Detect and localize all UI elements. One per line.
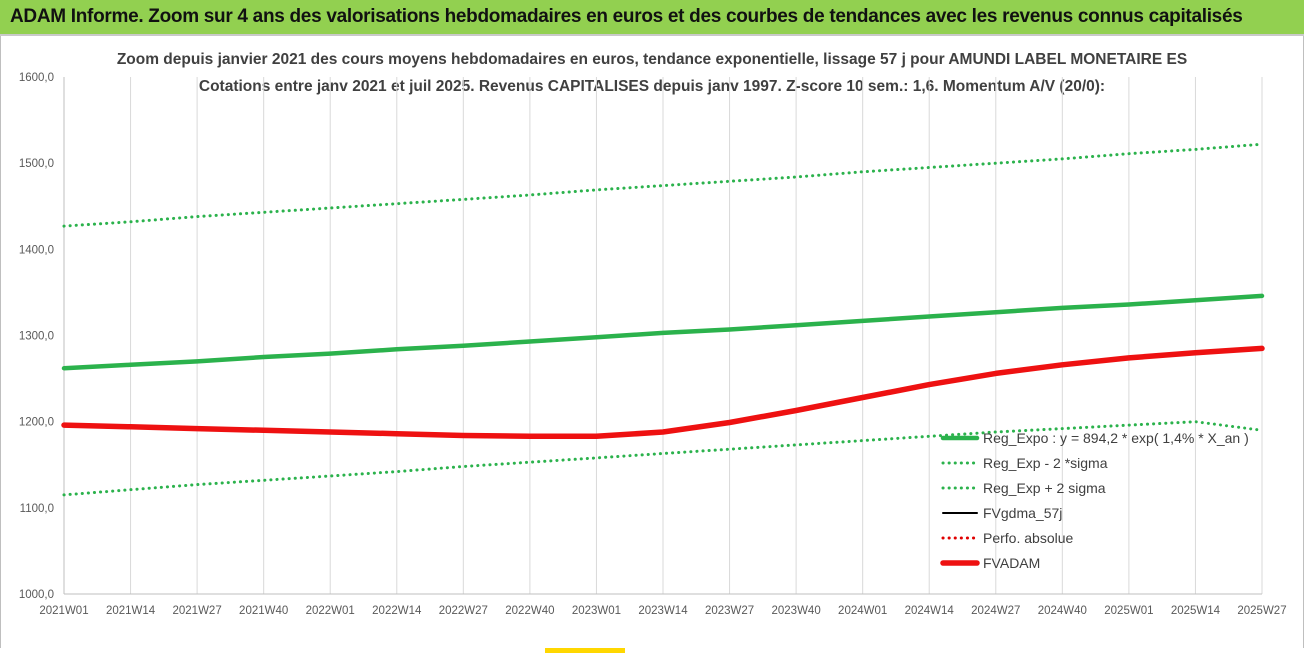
bottom-bar xyxy=(0,648,1304,653)
y-tick-label: 1300,0 xyxy=(19,331,54,343)
x-tick-label: 2022W14 xyxy=(372,605,422,617)
x-tick-label: 2023W40 xyxy=(771,605,820,617)
x-tick-label: 2023W27 xyxy=(705,605,754,617)
x-tick-label: 2025W27 xyxy=(1237,605,1286,617)
x-tick-label: 2021W14 xyxy=(106,605,156,617)
x-tick-label: 2021W40 xyxy=(239,605,288,617)
x-tick-label: 2025W14 xyxy=(1171,605,1221,617)
legend-label: Perfo. absolue xyxy=(983,530,1073,546)
y-tick-label: 1200,0 xyxy=(19,417,54,429)
x-tick-label: 2021W01 xyxy=(39,605,88,617)
y-tick-label: 1500,0 xyxy=(19,158,54,170)
x-tick-label: 2024W27 xyxy=(971,605,1020,617)
bottom-accent xyxy=(545,648,625,653)
report-title: ADAM Informe. Zoom sur 4 ans des valoris… xyxy=(10,6,1243,27)
x-tick-label: 2024W14 xyxy=(905,605,955,617)
x-tick-label: 2022W40 xyxy=(505,605,554,617)
legend-label: Reg_Exp - 2 *sigma xyxy=(983,455,1108,471)
legend-label: Reg_Exp + 2 sigma xyxy=(983,480,1106,496)
x-tick-label: 2025W01 xyxy=(1104,605,1153,617)
x-tick-label: 2024W01 xyxy=(838,605,887,617)
x-tick-label: 2022W01 xyxy=(306,605,355,617)
series-line xyxy=(62,142,1264,228)
report-banner: ADAM Informe. Zoom sur 4 ans des valoris… xyxy=(0,0,1304,36)
x-tick-label: 2021W27 xyxy=(172,605,221,617)
x-tick-label: 2023W14 xyxy=(638,605,688,617)
y-tick-label: 1600,0 xyxy=(19,72,54,84)
legend-label: FVADAM xyxy=(983,555,1040,571)
x-tick-label: 2024W40 xyxy=(1038,605,1087,617)
chart-subtitle: Cotations entre janv 2021 et juil 2025. … xyxy=(198,78,1106,95)
y-tick-label: 1400,0 xyxy=(19,244,54,256)
legend-label: FVgdma_57j xyxy=(983,505,1062,521)
series-line xyxy=(62,420,1264,497)
x-tick-label: 2023W01 xyxy=(572,605,621,617)
legend-label: Reg_Expo : y = 894,2 * exp( 1,4% * X_an … xyxy=(983,430,1249,446)
chart-title: Zoom depuis janvier 2021 des cours moyen… xyxy=(116,51,1188,68)
y-tick-label: 1000,0 xyxy=(19,589,54,601)
x-tick-label: 2022W27 xyxy=(439,605,488,617)
series-line xyxy=(61,293,1265,371)
y-tick-label: 1100,0 xyxy=(20,503,54,515)
series-line xyxy=(61,345,1265,440)
